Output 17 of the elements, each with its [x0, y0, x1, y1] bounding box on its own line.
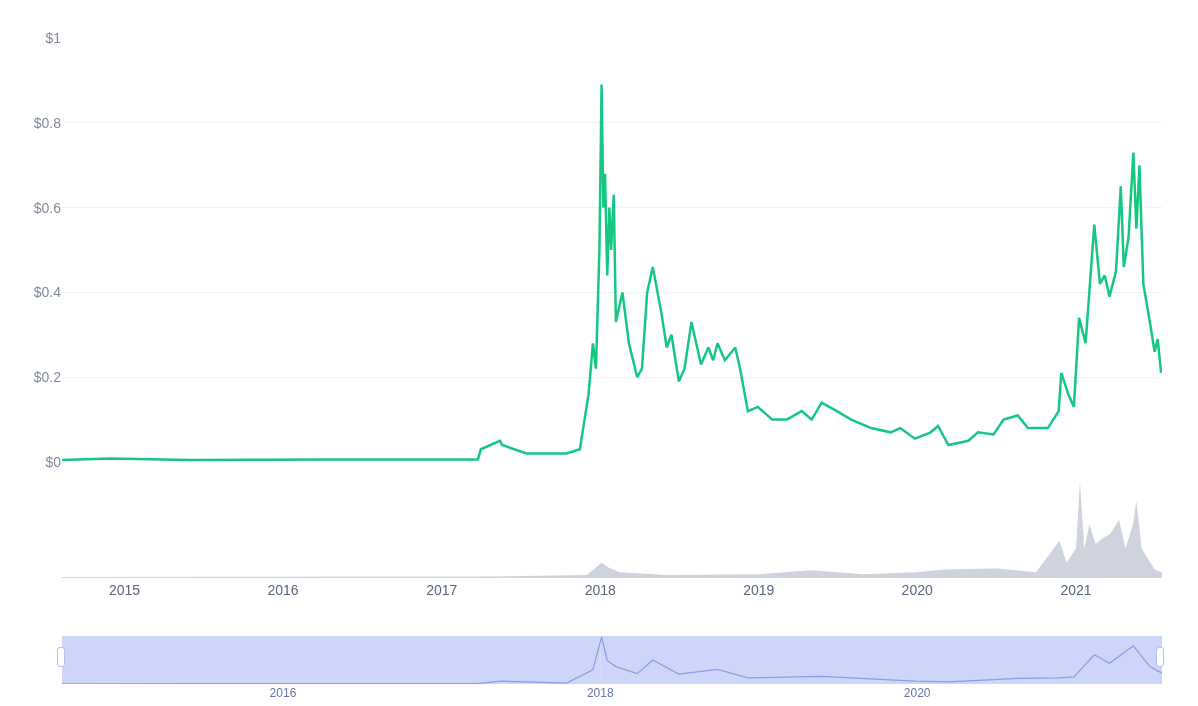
- x-tick-label: 2020: [903, 686, 931, 700]
- x-tick-label: 2018: [586, 686, 614, 700]
- y-tick-label: $0: [45, 453, 62, 470]
- x-tick-label: 2019: [743, 581, 775, 598]
- x-tick-label: 2018: [584, 581, 617, 598]
- x-tick-label: 2017: [426, 581, 458, 598]
- y-tick-label: $0.8: [33, 114, 62, 131]
- x-tick-label: 2015: [108, 581, 141, 598]
- x-tick-label: 2016: [269, 686, 297, 700]
- x-tick-label: 2021: [1060, 581, 1092, 598]
- y-tick-label: $0.4: [33, 284, 62, 301]
- x-tick-label: 2020: [901, 581, 933, 598]
- line-series: [62, 83, 1162, 462]
- x-tick-label: 2016: [267, 581, 299, 598]
- y-tick-label: $1: [45, 29, 62, 46]
- y-tick-label: $0.2: [33, 369, 62, 386]
- y-tick-label: $0.6: [33, 199, 62, 216]
